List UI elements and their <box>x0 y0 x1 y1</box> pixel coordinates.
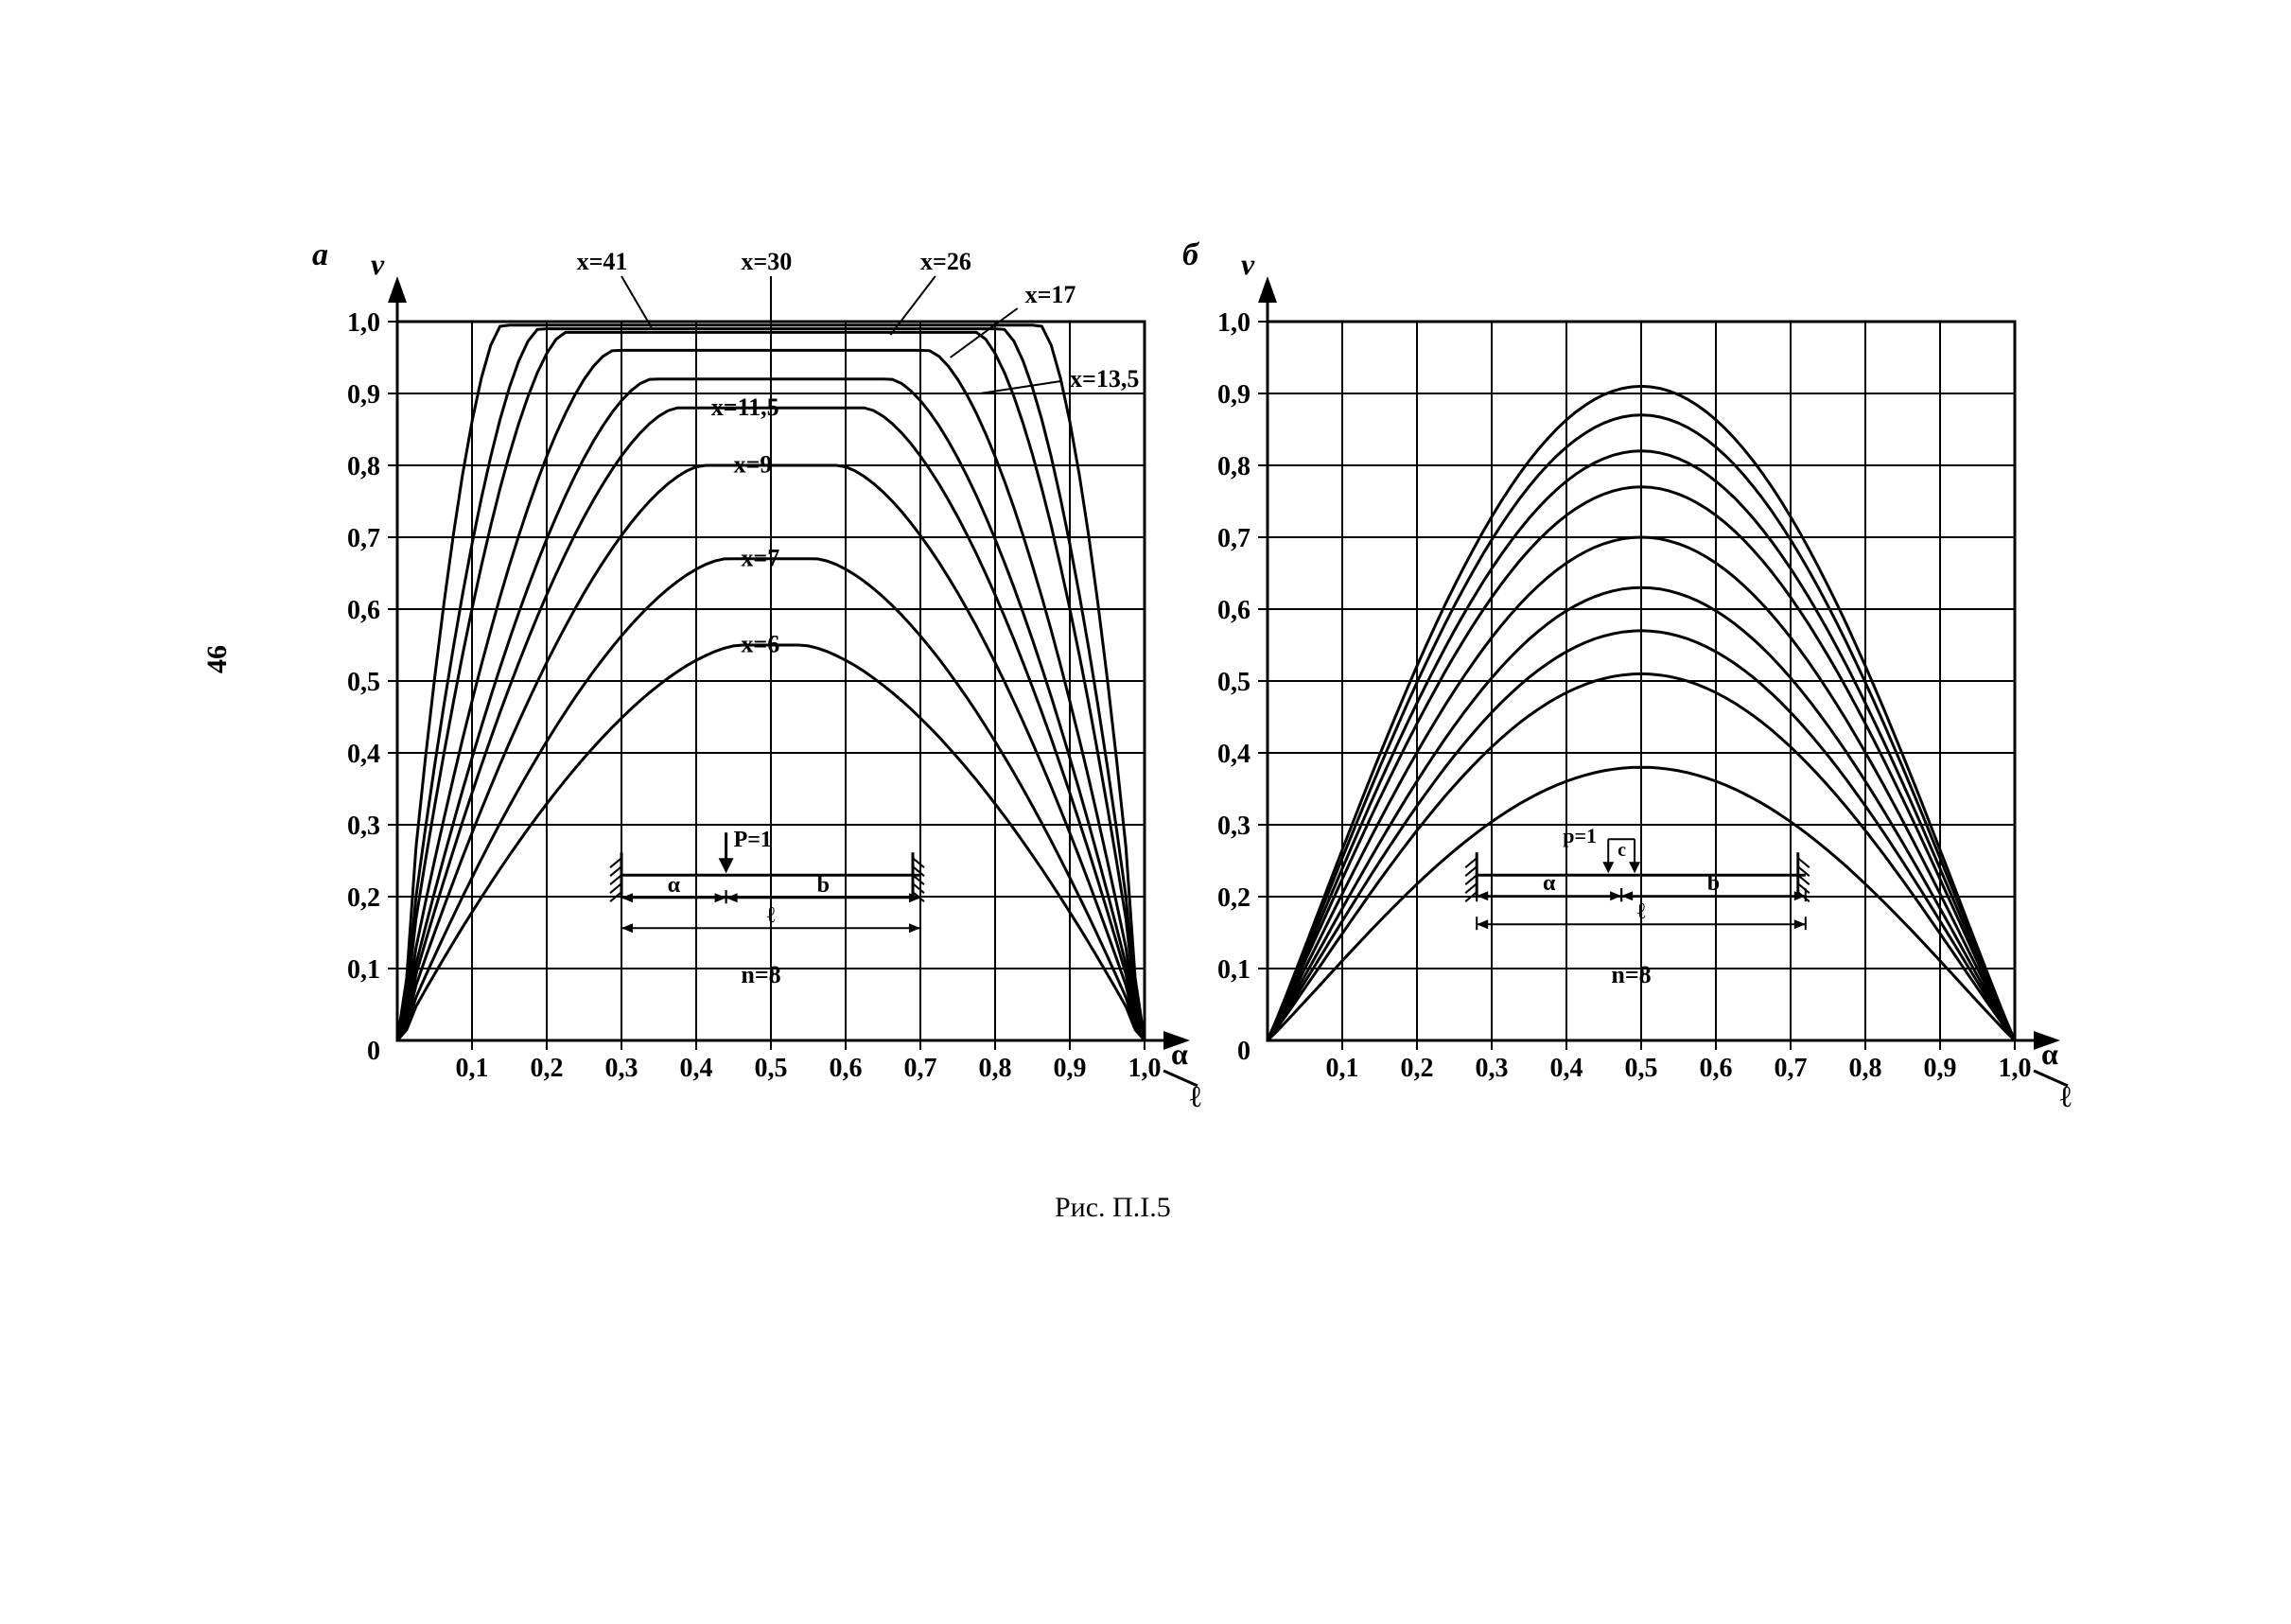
svg-text:α: α <box>2041 1037 2058 1071</box>
svg-text:0,6: 0,6 <box>1217 596 1250 625</box>
svg-text:α: α <box>1171 1037 1188 1071</box>
svg-text:0,8: 0,8 <box>1849 1054 1882 1083</box>
svg-text:n=8: n=8 <box>741 961 780 988</box>
svg-text:x=13,5: x=13,5 <box>1070 365 1139 393</box>
svg-text:0,5: 0,5 <box>1217 668 1250 697</box>
svg-text:α: α <box>668 873 681 898</box>
svg-text:0,3: 0,3 <box>347 812 380 841</box>
svg-text:0,5: 0,5 <box>755 1054 788 1083</box>
svg-text:x=30: x=30 <box>741 248 792 275</box>
svg-text:P=1: P=1 <box>734 828 772 852</box>
svg-text:x=7: x=7 <box>741 544 779 571</box>
svg-text:0,9: 0,9 <box>1217 380 1250 410</box>
svg-text:0,4: 0,4 <box>347 740 380 769</box>
svg-text:0,2: 0,2 <box>1401 1054 1434 1083</box>
svg-text:0: 0 <box>367 1037 380 1066</box>
svg-text:c: c <box>1618 840 1626 861</box>
svg-text:0,5: 0,5 <box>347 668 380 697</box>
svg-text:1,0: 1,0 <box>1128 1054 1162 1083</box>
svg-text:0,4: 0,4 <box>1550 1054 1583 1083</box>
svg-text:x=41: x=41 <box>577 248 628 275</box>
page: 46 0,10,20,30,40,50,60,70,80,91,00,10,20… <box>0 0 2291 1619</box>
svg-text:0,1: 0,1 <box>1326 1054 1359 1083</box>
svg-text:b: b <box>1707 871 1720 896</box>
svg-text:b: b <box>817 873 830 898</box>
svg-text:α: α <box>1543 871 1556 896</box>
svg-text:0,3: 0,3 <box>605 1054 638 1083</box>
svg-text:0,7: 0,7 <box>904 1054 937 1083</box>
svg-text:0,9: 0,9 <box>1054 1054 1087 1083</box>
figure-svg: 0,1 0,2 0,3 0,4 0,5 0,6 0,7 0,8 0,9 1,0 0,1 0,2 0,3 0… <box>0 0 2291 1619</box>
svg-text:0,2: 0,2 <box>531 1054 564 1083</box>
svg-text:0,2: 0,2 <box>347 883 380 913</box>
svg-text:0,4: 0,4 <box>680 1054 713 1083</box>
svg-text:0,1: 0,1 <box>1217 955 1250 985</box>
svg-text:1,0: 1,0 <box>1217 308 1250 338</box>
svg-text:0,9: 0,9 <box>347 380 380 410</box>
svg-text:1,0: 1,0 <box>1999 1054 2032 1083</box>
svg-text:0,4: 0,4 <box>1217 740 1250 769</box>
svg-text:ν: ν <box>371 247 385 281</box>
svg-text:0,3: 0,3 <box>1217 812 1250 841</box>
svg-text:б: б <box>1182 237 1200 272</box>
svg-text:1,0: 1,0 <box>347 308 380 338</box>
svg-text:ν: ν <box>1241 247 1255 281</box>
svg-text:0,8: 0,8 <box>1217 452 1250 481</box>
svg-text:0,8: 0,8 <box>979 1054 1012 1083</box>
svg-text:0,7: 0,7 <box>1217 524 1250 553</box>
svg-text:0,2: 0,2 <box>1217 883 1250 913</box>
svg-text:n=8: n=8 <box>1611 961 1651 988</box>
svg-text:x=26: x=26 <box>920 248 971 275</box>
svg-text:0,1: 0,1 <box>456 1054 489 1083</box>
svg-text:ℓ: ℓ <box>1190 1079 1201 1113</box>
svg-text:0,6: 0,6 <box>347 596 380 625</box>
svg-text:ℓ: ℓ <box>766 903 776 928</box>
svg-text:0,7: 0,7 <box>347 524 380 553</box>
svg-text:x=9: x=9 <box>734 451 773 479</box>
svg-text:p=1: p=1 <box>1563 824 1597 847</box>
svg-text:0,6: 0,6 <box>830 1054 863 1083</box>
svg-text:0,9: 0,9 <box>1924 1054 1957 1083</box>
svg-text:0,3: 0,3 <box>1476 1054 1509 1083</box>
svg-text:x=6: x=6 <box>741 631 779 658</box>
svg-text:0,8: 0,8 <box>347 452 380 481</box>
svg-text:x=17: x=17 <box>1025 281 1076 308</box>
figure-caption: Рис. П.I.5 <box>1055 1192 1171 1224</box>
svg-text:0,7: 0,7 <box>1775 1054 1808 1083</box>
svg-text:ℓ: ℓ <box>2060 1079 2072 1113</box>
svg-text:ℓ: ℓ <box>1636 899 1646 924</box>
page-number: 46 <box>201 645 234 673</box>
svg-text:0,5: 0,5 <box>1625 1054 1658 1083</box>
svg-text:x=11,5: x=11,5 <box>711 393 779 421</box>
svg-text:0,6: 0,6 <box>1700 1054 1733 1083</box>
svg-text:0,1: 0,1 <box>347 955 380 985</box>
svg-text:0: 0 <box>1237 1037 1250 1066</box>
svg-text:а: а <box>312 237 328 272</box>
